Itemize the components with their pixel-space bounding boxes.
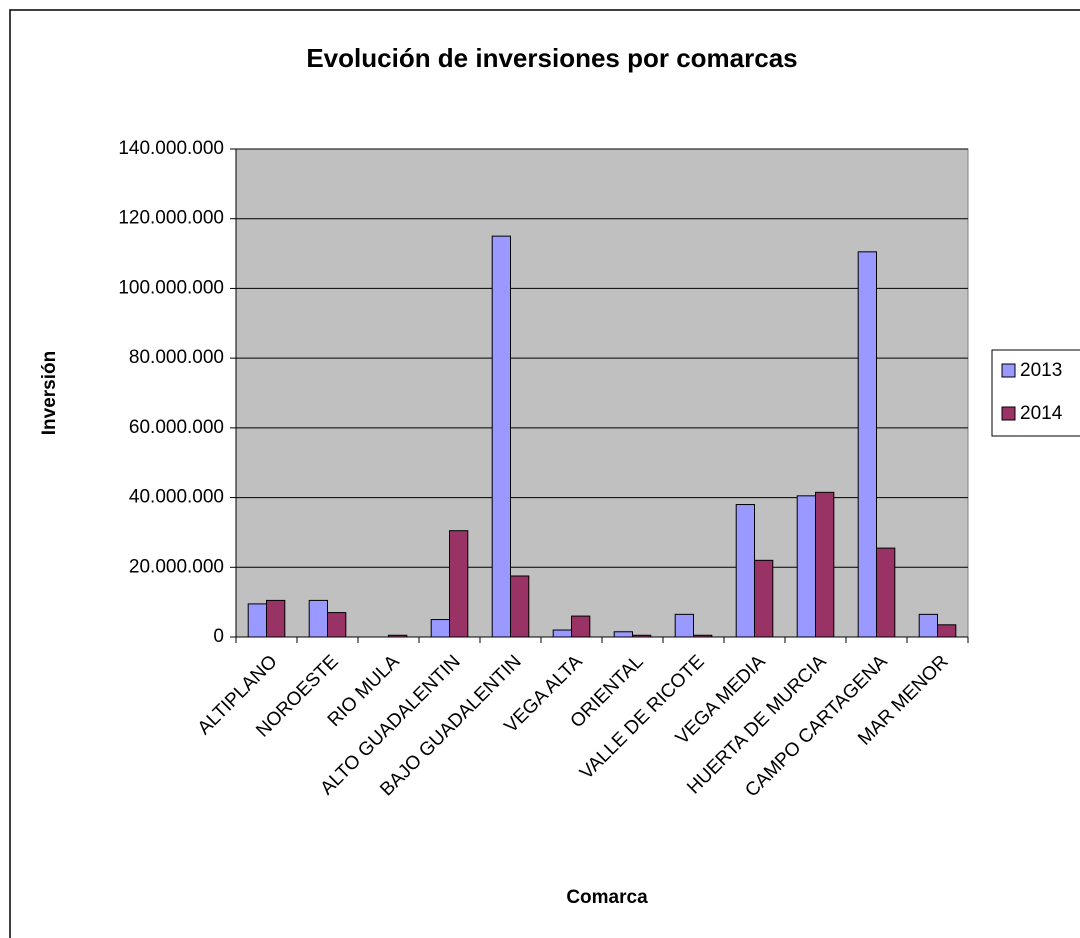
- bar: [266, 599, 286, 638]
- legend-swatch: [1001, 363, 1016, 378]
- y-tick-label: 20.000.000: [129, 556, 224, 577]
- x-axis-label: Comarca: [566, 887, 648, 908]
- bar: [308, 599, 329, 638]
- chart-title: Evolución de inversiones por comarcas: [306, 43, 797, 73]
- bar: [430, 619, 451, 638]
- y-axis-label: Inversión: [39, 351, 60, 435]
- y-tick-label: 100.000.000: [118, 277, 224, 298]
- y-tick-label: 120.000.000: [118, 208, 224, 229]
- plot-area: [235, 148, 969, 638]
- bar: [735, 504, 756, 638]
- bar: [937, 624, 957, 638]
- bar: [491, 235, 512, 638]
- y-tick-label: 140.000.000: [118, 138, 224, 159]
- bar: [449, 530, 469, 638]
- bar: [754, 559, 774, 638]
- y-tick-label: 60.000.000: [129, 417, 224, 438]
- bar: [918, 613, 939, 638]
- legend-box: [991, 349, 1080, 437]
- y-tick-label: 40.000.000: [129, 487, 224, 508]
- y-tick-label: 80.000.000: [129, 347, 224, 368]
- y-tick-label: 0: [213, 626, 224, 647]
- legend-label: 2013: [1020, 360, 1062, 381]
- bar: [247, 603, 267, 638]
- bar: [571, 615, 591, 638]
- bar: [674, 613, 695, 638]
- bar: [510, 575, 530, 638]
- legend-label: 2014: [1020, 403, 1063, 424]
- bar: [857, 251, 878, 638]
- bar: [552, 629, 573, 638]
- bar: [613, 631, 634, 638]
- bar: [815, 491, 835, 638]
- legend-swatch: [1001, 406, 1016, 421]
- bar: [327, 612, 347, 638]
- bar: [796, 495, 817, 638]
- bar: [876, 547, 896, 638]
